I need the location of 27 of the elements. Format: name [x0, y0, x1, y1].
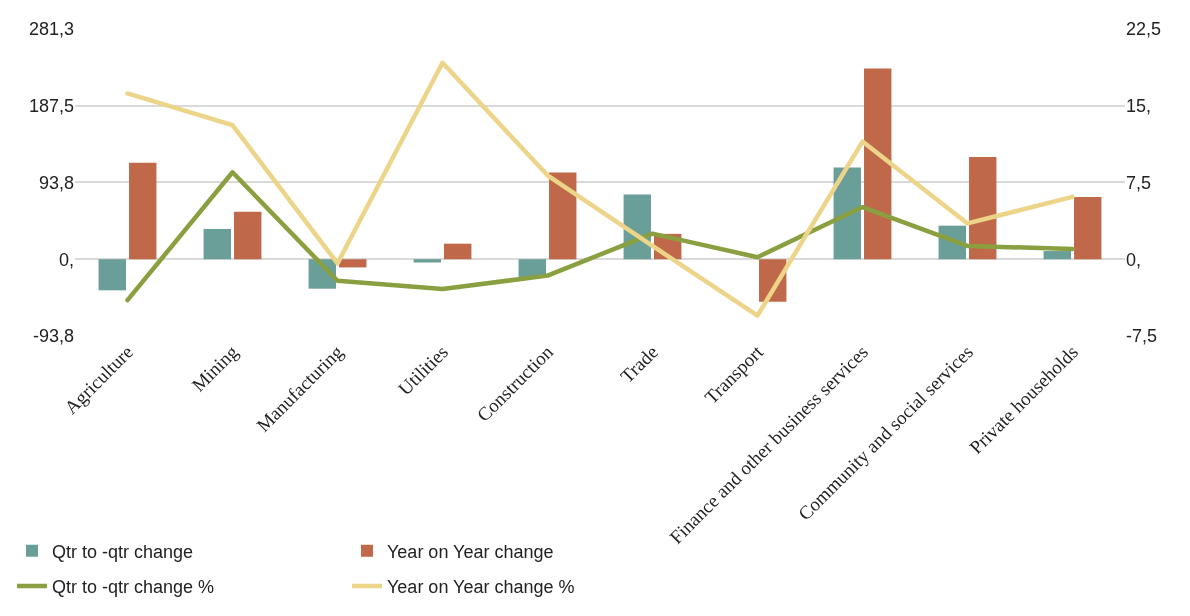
- y2-tick-label: 15,: [1126, 96, 1152, 117]
- legend-label: Year on Year change %: [387, 577, 575, 598]
- y-tick-label: 93,8: [38, 172, 74, 193]
- bar: [1074, 197, 1102, 260]
- bar: [1043, 251, 1071, 260]
- bar: [98, 259, 126, 291]
- y-tick-label: 281,3: [28, 19, 74, 40]
- bar: [234, 211, 262, 260]
- legend-label: Year on Year change: [387, 541, 554, 562]
- line-series: [125, 60, 1075, 318]
- y2-tick-label: -7,5: [1126, 326, 1158, 347]
- y-tick-label: 187,5: [28, 96, 74, 117]
- bar: [864, 68, 892, 260]
- y2-tick-label: 0,: [1126, 249, 1142, 270]
- legend-label: Qtr to -qtr change: [52, 541, 194, 562]
- bar: [129, 162, 157, 260]
- bar: [444, 243, 472, 260]
- bar: [339, 259, 367, 268]
- bar: [203, 228, 231, 260]
- bar: [413, 259, 441, 263]
- y2-tick-label: 22,5: [1126, 19, 1162, 40]
- line-series: [125, 170, 1075, 303]
- y-tick-label: -93,8: [32, 326, 74, 347]
- bar: [549, 172, 577, 260]
- y2-tick-label: 7,5: [1126, 172, 1152, 193]
- legend-label: Qtr to -qtr change %: [52, 577, 215, 598]
- y-tick-label: 0,: [58, 249, 74, 270]
